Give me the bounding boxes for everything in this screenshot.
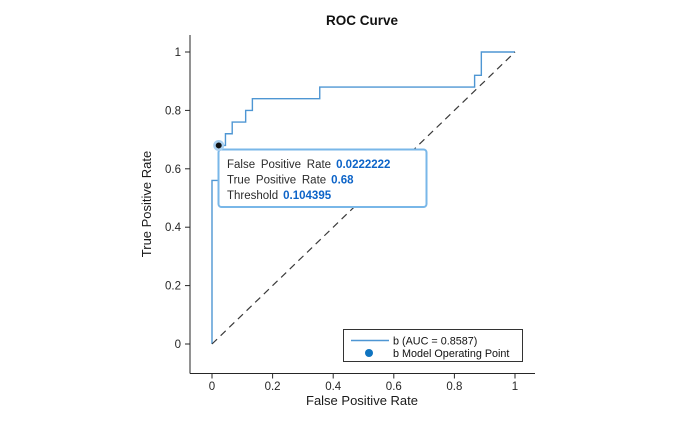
datatip-tpr-value: 0.68: [331, 175, 354, 187]
y-tick-label: 0: [175, 339, 181, 351]
legend[interactable]: b (AUC = 0.8587) b Model Operating Point: [343, 329, 523, 362]
y-tick-label: 0.8: [165, 105, 181, 117]
datatip-anchor-dot: [215, 142, 222, 149]
legend-operating-point-dot: [365, 349, 373, 357]
datatip-box[interactable]: [217, 148, 428, 208]
y-tick-label: 0.6: [165, 164, 181, 176]
y-axis-label: True Positive Rate: [139, 151, 154, 257]
x-tick-label: 0.4: [325, 381, 342, 393]
datatip-threshold-value: 0.104395: [283, 190, 332, 202]
datatip-tpr-label: True Positive Rate: [227, 175, 326, 187]
y-tick-label: 0.2: [165, 281, 181, 293]
chart-title: ROC Curve: [326, 13, 399, 28]
legend-operating-point-label: b Model Operating Point: [393, 348, 509, 360]
y-tick-label: 0.4: [165, 222, 182, 234]
x-tick-label: 0.2: [265, 381, 281, 393]
x-axis-ticks: 0 0.2 0.4 0.6 0.8 1: [209, 374, 518, 393]
y-tick-label: 1: [175, 47, 181, 59]
legend-roc-label: b (AUC = 0.8587): [393, 336, 477, 348]
datatip-row-tpr: True Positive Rate 0.68: [227, 175, 354, 187]
datatip-threshold-label: Threshold: [227, 190, 278, 202]
x-tick-label: 0: [209, 381, 215, 393]
datatip-fpr-value: 0.0222222: [336, 159, 390, 171]
datatip[interactable]: False Positive Rate 0.0222222 True Positi…: [217, 148, 428, 208]
x-tick-label: 1: [512, 381, 518, 393]
x-axis-label: False Positive Rate: [306, 393, 418, 408]
x-tick-label: 0.6: [386, 381, 402, 393]
datatip-fpr-label: False Positive Rate: [227, 159, 331, 171]
legend-box[interactable]: [343, 329, 523, 362]
datatip-row-threshold: Threshold 0.104395: [227, 190, 332, 202]
x-tick-label: 0.8: [446, 381, 462, 393]
datatip-row-fpr: False Positive Rate 0.0222222: [227, 159, 390, 171]
operating-point-marker[interactable]: [213, 139, 225, 151]
y-axis-ticks: 0 0.2 0.4 0.6 0.8 1: [165, 47, 190, 351]
